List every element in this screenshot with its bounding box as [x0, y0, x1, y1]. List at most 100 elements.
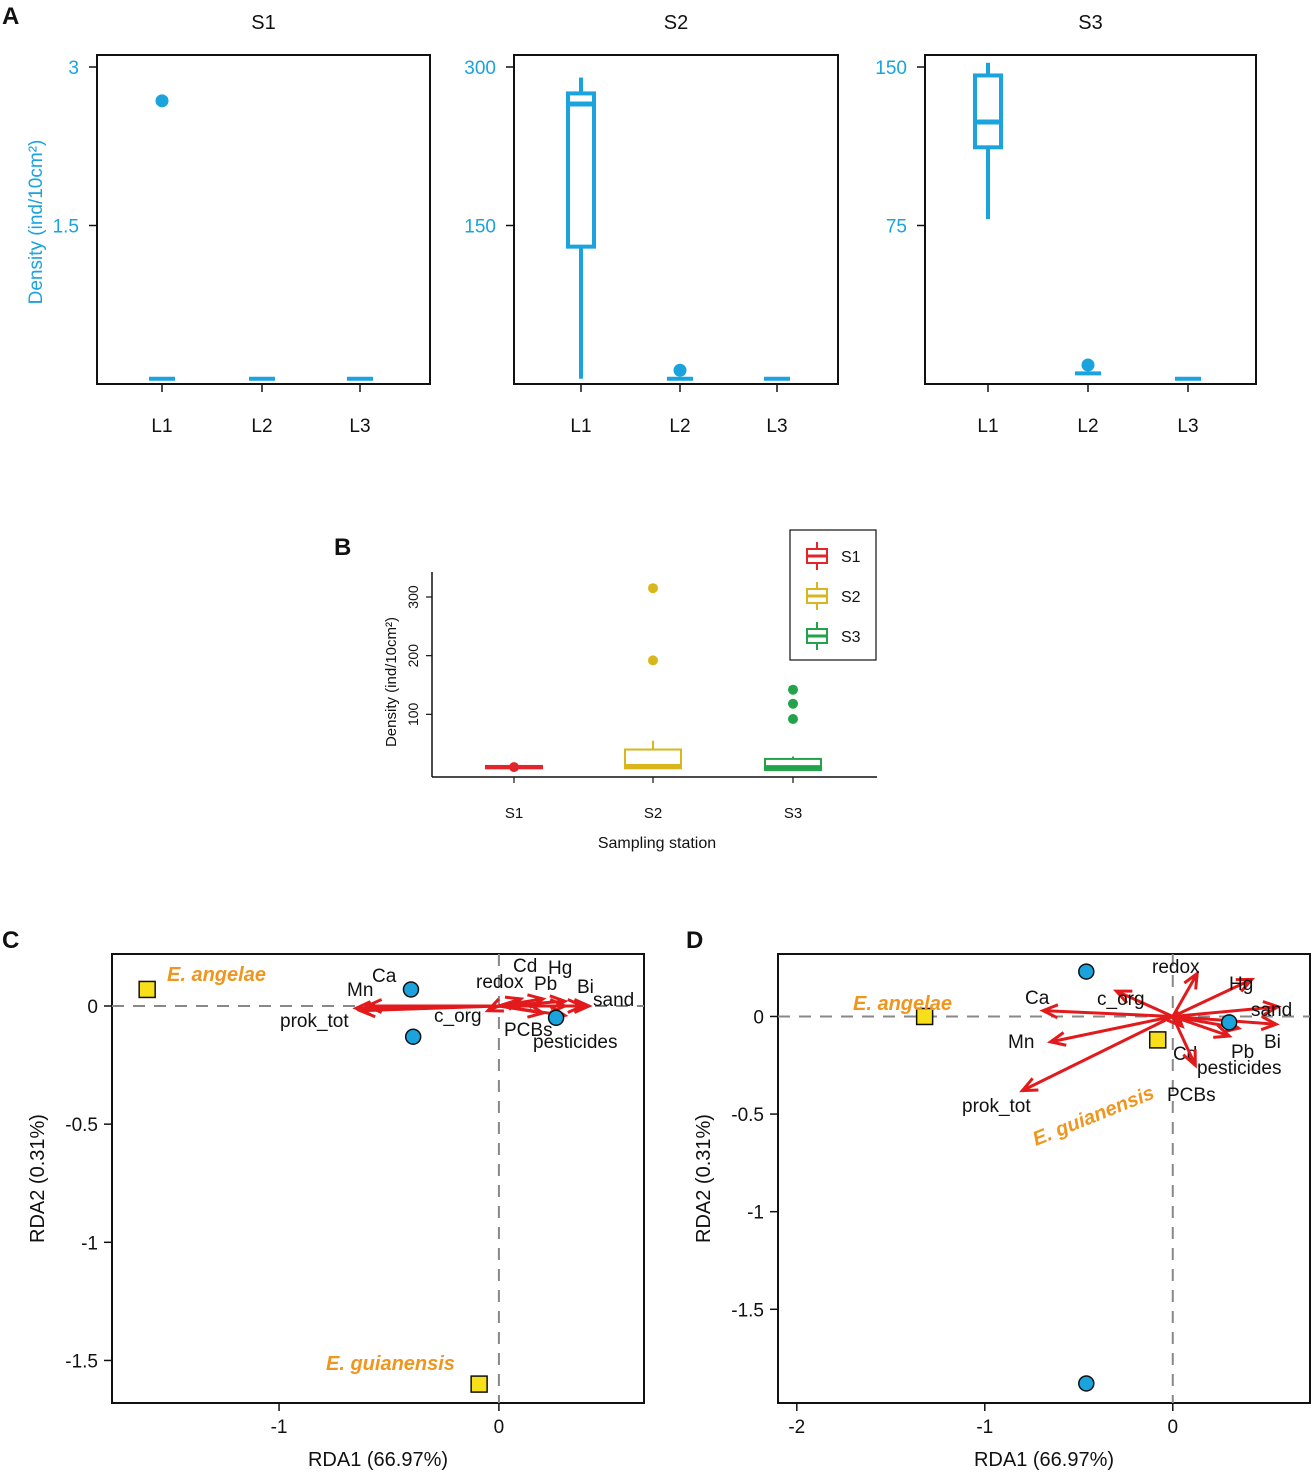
env-arrow-head-Hg — [1235, 977, 1256, 993]
x-tick-label: S2 — [644, 805, 662, 822]
env-arrow-label: Mn — [1008, 1032, 1034, 1053]
env-arrow-label: prok_tot — [280, 1011, 349, 1032]
y-tick-label: -0.5 — [65, 1115, 98, 1136]
env-arrow-head-prok_tot — [1019, 1077, 1039, 1093]
y-tick-label: 300 — [464, 58, 496, 79]
y-tick-label: -1.5 — [65, 1351, 98, 1372]
env-arrow-label: Pb — [534, 974, 557, 995]
env-arrow-head-Bi — [1260, 1015, 1280, 1032]
species-label: E. angelae — [853, 993, 952, 1015]
plot-frame — [513, 54, 839, 385]
outlier-point — [673, 363, 687, 377]
env-arrow-head-sand — [1262, 1000, 1282, 1016]
env-arrow-head-c_org — [1113, 989, 1133, 1005]
y-axis-label: RDA2 (0.31%) — [693, 1114, 715, 1243]
species-point — [138, 980, 156, 999]
y-tick-label: 0 — [87, 997, 98, 1018]
species-label: E. guianensis — [1030, 1082, 1158, 1151]
outlier-point — [788, 714, 798, 725]
env-arrow-label: Hg — [1229, 974, 1253, 995]
env-arrow-label: PCBs — [504, 1020, 553, 1041]
y-tick-label: 1.5 — [53, 217, 79, 238]
chart-title: S3 — [1078, 12, 1102, 34]
env-arrow-label: Ca — [372, 966, 397, 987]
env-arrow-head-Cd — [1166, 1010, 1185, 1029]
plot-frame — [924, 54, 1257, 385]
env-arrow-head-Ca — [1039, 1003, 1059, 1020]
box-iqr — [566, 91, 596, 249]
env-arrow-label: c_org — [1097, 989, 1145, 1010]
panel-a-s2-boxplot: S2 150 300 L1 L2 L3 — [464, 12, 839, 437]
y-tick-label: 150 — [875, 58, 907, 79]
y-tick-label: 100 — [405, 702, 421, 726]
panel-label-b: B — [334, 534, 351, 561]
env-arrow-label: Cd — [513, 956, 537, 977]
env-arrow-sand — [1172, 1005, 1279, 1018]
x-tick-label: L1 — [151, 416, 172, 437]
panel-a-s1-boxplot: S1 1.5 3 L1 L2 L3 Density (ind/10cm²) — [26, 12, 431, 437]
env-arrow-label: pesticides — [533, 1032, 618, 1053]
x-tick-label: -1 — [976, 1417, 993, 1438]
env-arrow-label: prok_tot — [962, 1096, 1031, 1117]
x-axis-label: Sampling station — [598, 835, 716, 852]
site-point — [1078, 963, 1095, 980]
species-point — [470, 1375, 488, 1393]
env-arrow-head-pesticides — [1213, 1023, 1233, 1039]
y-tick-label: -1 — [81, 1233, 98, 1254]
species-label: E. guianensis — [326, 1353, 455, 1375]
outlier-point — [1081, 358, 1095, 372]
plot-frame — [111, 953, 645, 1404]
outlier-point — [648, 655, 658, 666]
y-tick-label: 3 — [68, 58, 79, 79]
env-arrow-prok_tot — [360, 1004, 499, 1013]
env-arrow-head-PCBs — [1182, 1049, 1197, 1069]
env-arrow-label: redox — [476, 972, 524, 993]
x-tick-label: L1 — [570, 416, 591, 437]
x-axis-label: RDA1 (66.97%) — [974, 1449, 1114, 1471]
env-arrow-label: c_org — [434, 1006, 482, 1027]
site-point — [402, 981, 420, 998]
outlier-point — [788, 684, 798, 695]
site-point — [547, 1009, 565, 1027]
plot-frame — [96, 54, 431, 385]
species-point — [915, 1007, 934, 1026]
site-point — [1078, 1375, 1095, 1392]
env-arrow-head-Mn — [1046, 1031, 1067, 1047]
x-tick-label: 0 — [1167, 1417, 1178, 1438]
x-tick-label: S3 — [784, 805, 802, 822]
y-axis-label: RDA2 (0.31%) — [27, 1114, 49, 1243]
x-tick-label: L3 — [1177, 416, 1198, 437]
env-arrow-head-sand — [573, 998, 593, 1014]
y-tick-label: -1 — [747, 1203, 764, 1224]
env-arrow-c_org — [1115, 989, 1174, 1018]
env-arrow-pesticides — [1172, 1015, 1230, 1038]
legend-box — [789, 529, 877, 661]
env-arrow-label: pesticides — [1197, 1058, 1282, 1079]
env-arrow-label: sand — [593, 990, 634, 1011]
panel-label-a: A — [2, 3, 19, 30]
y-axis-label: Density (ind/10cm²) — [26, 140, 47, 305]
env-arrow-head-redox — [1183, 970, 1200, 990]
panel-label-c: C — [2, 927, 19, 954]
outlier-point — [155, 94, 169, 108]
plot-frame — [777, 953, 1311, 1404]
env-arrow-Mn — [1050, 1015, 1174, 1044]
x-tick-label: L2 — [1077, 416, 1098, 437]
x-tick-label: L2 — [251, 416, 272, 437]
x-tick-label: -1 — [271, 1417, 288, 1438]
env-arrow-head-prok_tot — [356, 1002, 376, 1019]
x-tick-label: 0 — [494, 1417, 505, 1438]
y-tick-label: 200 — [405, 644, 421, 668]
x-tick-label: S1 — [505, 805, 523, 822]
y-tick-label: 300 — [405, 585, 421, 609]
y-tick-label: -0.5 — [731, 1105, 764, 1126]
env-arrow-Ca — [1042, 1009, 1173, 1018]
y-tick-label: -1.5 — [731, 1300, 764, 1321]
env-arrow-label: Bi — [577, 977, 594, 998]
chart-title: S1 — [251, 12, 275, 34]
box-iqr — [973, 73, 1003, 150]
x-tick-label: L3 — [349, 416, 370, 437]
outlier-point — [509, 762, 519, 773]
y-tick-label: 0 — [753, 1007, 764, 1028]
env-arrow-head-c_org — [484, 997, 504, 1013]
